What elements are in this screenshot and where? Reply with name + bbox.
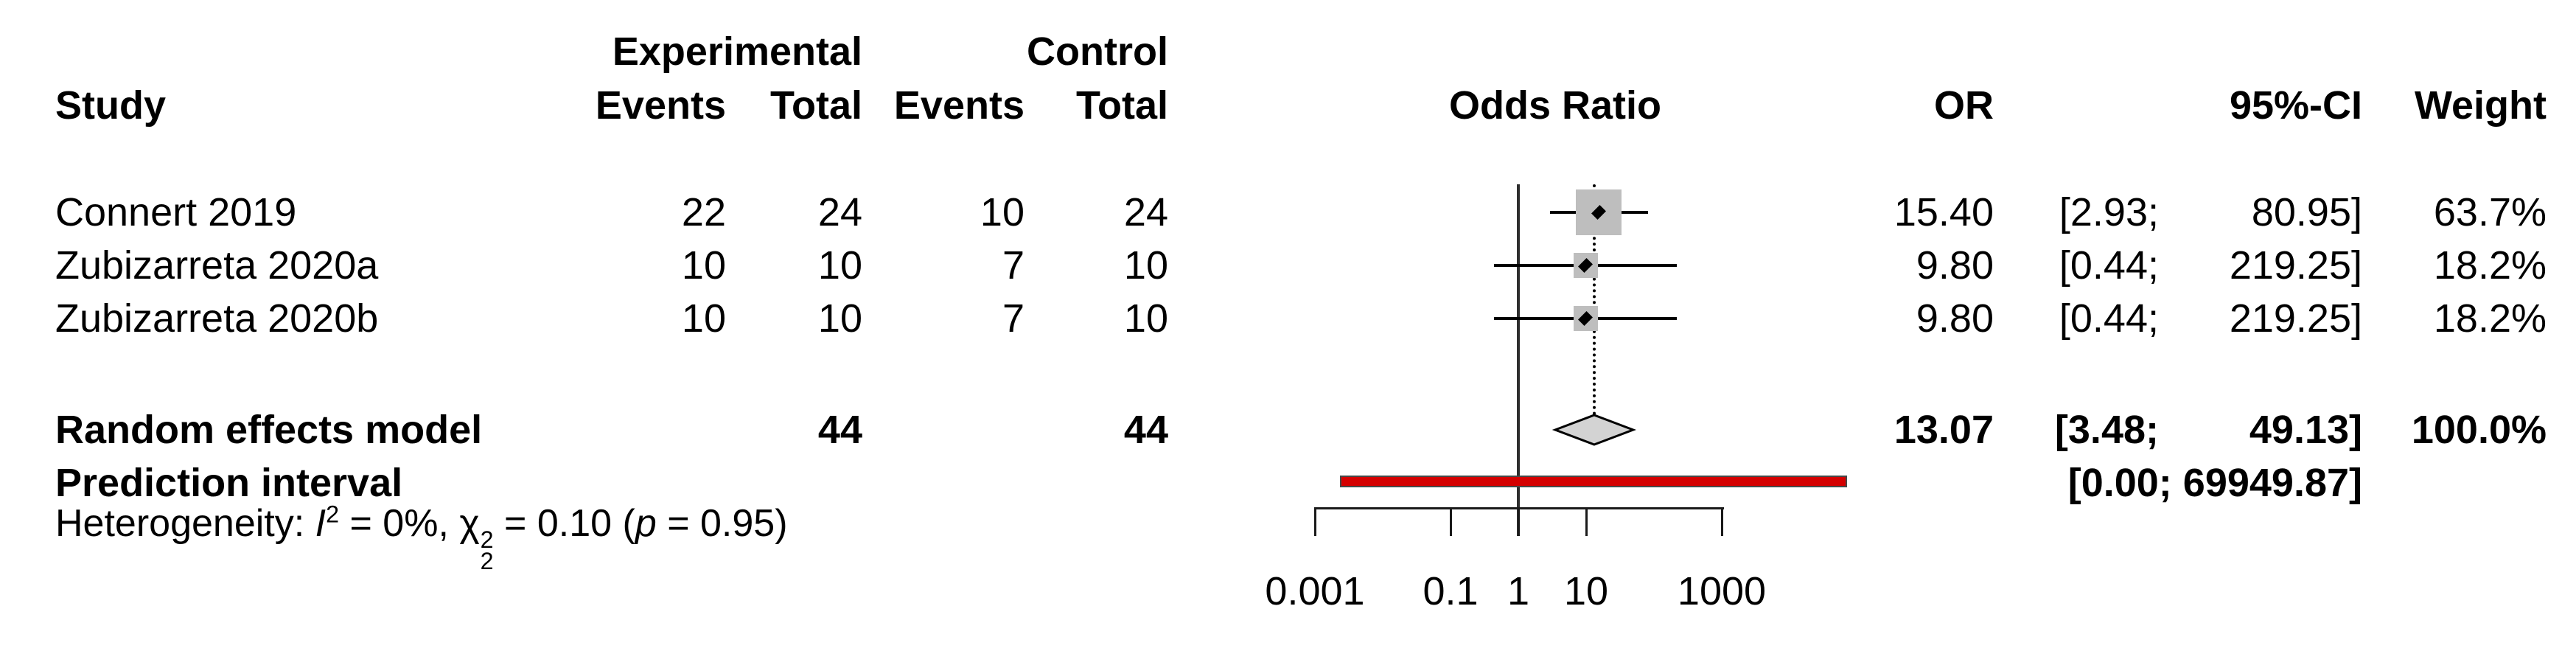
study-exp-total: 10	[817, 243, 862, 288]
axis-tick	[1585, 507, 1588, 536]
pooled-estimate-line	[1592, 184, 1596, 415]
study-or-text: 15.40	[1893, 190, 1994, 234]
summary-diamond	[1551, 414, 1636, 446]
study-ci-hi-text: 219.25]	[2229, 296, 2362, 341]
header-control: Control	[1027, 29, 1168, 74]
study-label: Zubizarreta 2020b	[55, 296, 379, 341]
study-ci-hi-text: 219.25]	[2229, 243, 2362, 288]
summary-ctrl-total: 44	[1123, 408, 1168, 452]
study-ci-hi-text: 80.95]	[2251, 190, 2362, 234]
study-or-text: 9.80	[1916, 243, 1994, 288]
prediction-ci: [0.00; 69949.87]	[2067, 461, 2362, 505]
axis-tick	[1313, 507, 1316, 536]
study-exp-events: 10	[681, 296, 726, 341]
axis-tick-label: 0.001	[1265, 569, 1365, 613]
het-i2-value: = 0%,	[339, 501, 460, 545]
study-or-text: 9.80	[1916, 296, 1994, 341]
study-weight-text: 18.2%	[2433, 296, 2547, 341]
header-study: Study	[55, 83, 167, 128]
prediction-interval-bar	[1340, 476, 1847, 487]
study-ctrl-total: 10	[1123, 243, 1168, 288]
study-weight-text: 18.2%	[2433, 243, 2547, 288]
study-label: Zubizarreta 2020a	[55, 243, 379, 288]
summary-or-text: 13.07	[1893, 408, 1994, 452]
het-chi-sub: 2	[480, 548, 494, 575]
study-ctrl-events: 10	[980, 190, 1025, 234]
het-chi-value: = 0.10 (	[493, 501, 635, 545]
header-ci: 95%-CI	[2229, 83, 2362, 128]
study-ci-lo-text: [2.93;	[2059, 190, 2159, 234]
het-prefix: Heterogeneity:	[55, 501, 315, 545]
study-exp-events: 22	[681, 190, 726, 234]
axis-tick-label: 1000	[1677, 569, 1767, 613]
axis-tick-label: 1	[1507, 569, 1530, 613]
reference-line	[1517, 184, 1520, 536]
het-chi-sup: 2	[480, 526, 494, 554]
axis-tick	[1449, 507, 1452, 536]
axis-tick-label: 0.1	[1423, 569, 1479, 613]
study-ci-lo-text: [0.44;	[2059, 243, 2159, 288]
study-exp-events: 10	[681, 243, 726, 288]
study-ctrl-events: 7	[1002, 243, 1025, 288]
header-weight: Weight	[2415, 83, 2547, 128]
summary-weight-text: 100.0%	[2411, 408, 2547, 452]
het-i2-symbol: I	[315, 501, 327, 545]
axis-tick	[1517, 507, 1520, 536]
het-chi-symbol: χ	[459, 501, 480, 545]
prediction-label: Prediction interval	[55, 461, 403, 505]
study-ctrl-total: 10	[1123, 296, 1168, 341]
header-or: OR	[1934, 83, 1994, 128]
header-ctrl-events: Events	[893, 83, 1025, 128]
header-experimental: Experimental	[612, 29, 862, 74]
het-i2-sup: 2	[326, 501, 340, 528]
header-odds-ratio: Odds Ratio	[1448, 83, 1662, 128]
header-exp-total: Total	[770, 83, 862, 128]
study-label: Connert 2019	[55, 190, 297, 234]
summary-label: Random effects model	[55, 408, 483, 452]
study-ctrl-total: 24	[1123, 190, 1168, 234]
axis-tick-label: 10	[1563, 569, 1609, 613]
study-ci-lo-text: [0.44;	[2059, 296, 2159, 341]
header-ctrl-total: Total	[1076, 83, 1168, 128]
het-p-symbol: p	[635, 501, 657, 545]
header-exp-events: Events	[595, 83, 726, 128]
study-exp-total: 10	[817, 296, 862, 341]
x-axis-line	[1315, 507, 1724, 509]
study-weight-text: 63.7%	[2433, 190, 2547, 234]
het-p-value: = 0.95)	[656, 501, 788, 545]
study-exp-total: 24	[817, 190, 862, 234]
summary-exp-total: 44	[817, 408, 862, 452]
study-ctrl-events: 7	[1002, 296, 1025, 341]
axis-tick	[1720, 507, 1723, 536]
summary-ci-hi-text: 49.13]	[2249, 408, 2362, 452]
summary-ci-lo-text: [3.48;	[2054, 408, 2159, 452]
